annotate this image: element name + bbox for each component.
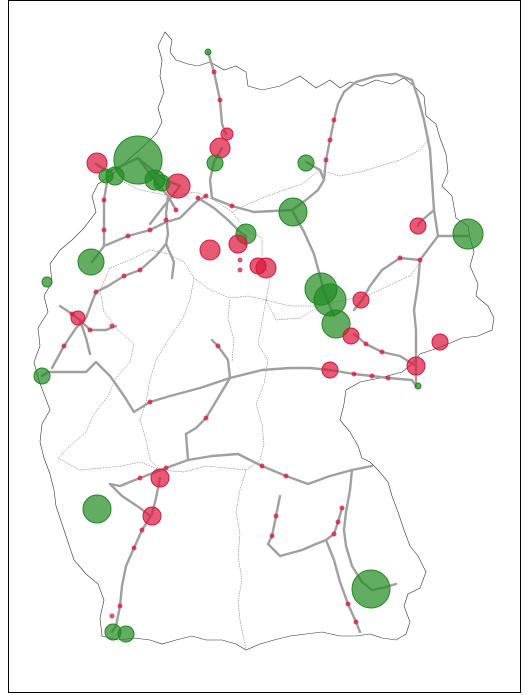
grid-node-export xyxy=(82,494,112,524)
grid-node-export xyxy=(204,48,212,56)
grid-node-import xyxy=(321,361,339,379)
grid-node-import xyxy=(406,356,426,376)
grid-node-import xyxy=(409,217,427,235)
grid-node-export xyxy=(33,367,51,385)
grid-node-export xyxy=(278,197,308,227)
grid-node-import xyxy=(142,506,162,526)
grid-node-import xyxy=(228,234,248,254)
grid-node-export xyxy=(351,569,391,609)
grid-node-import xyxy=(86,152,108,174)
grid-node-import xyxy=(199,239,221,261)
transmission-lines xyxy=(40,50,470,634)
grid-node-export xyxy=(117,625,135,643)
node-layer xyxy=(33,48,484,643)
grid-node-import xyxy=(431,333,449,351)
grid-node-import xyxy=(150,468,170,488)
grid-node-import xyxy=(70,310,86,326)
grid-node-export xyxy=(77,248,105,276)
line-nodes xyxy=(61,69,423,625)
grid-node-import xyxy=(220,127,234,141)
grid-node-import xyxy=(352,291,370,309)
grid-node-export xyxy=(414,382,422,390)
grid-node-export xyxy=(98,168,114,184)
grid-node-export xyxy=(41,276,53,288)
grid-node-export xyxy=(153,174,171,192)
grid-node-import xyxy=(342,327,360,345)
grid-node-export xyxy=(321,309,351,339)
grid-node-export xyxy=(206,154,224,172)
grid-node-import xyxy=(249,257,267,275)
grid-node-export xyxy=(297,154,315,172)
grid-node-export xyxy=(452,218,484,250)
